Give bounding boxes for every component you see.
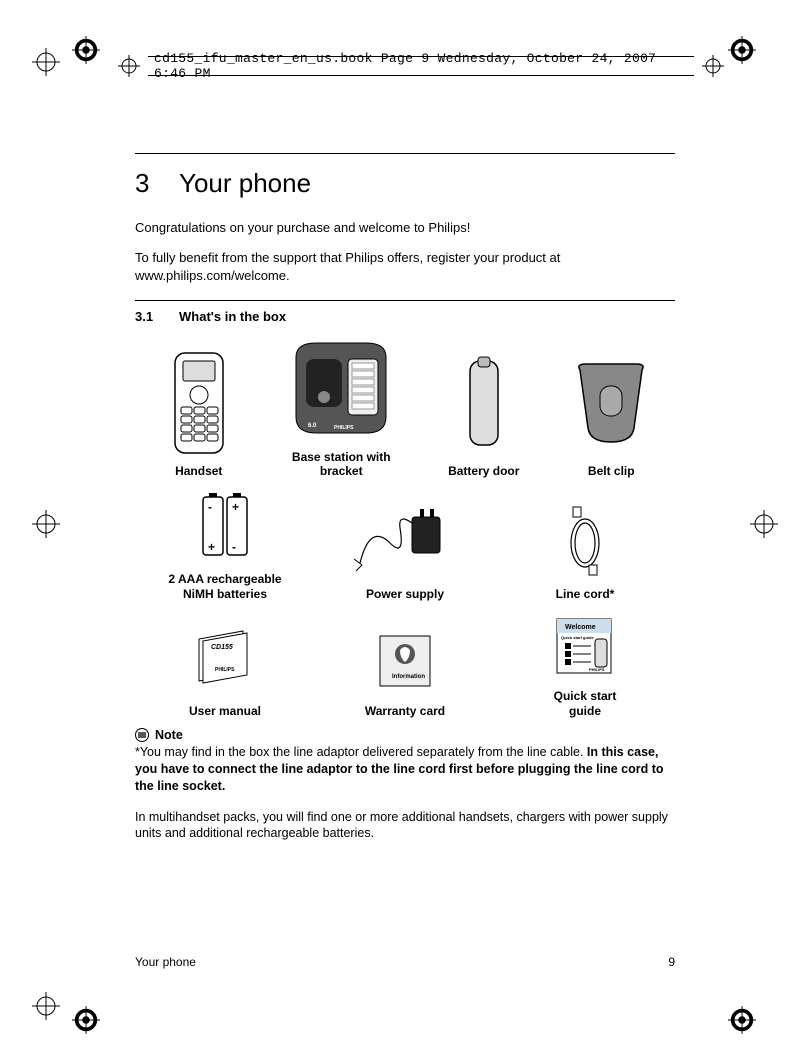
svg-text:-: - xyxy=(232,540,236,554)
warranty-card-icon: Information xyxy=(325,624,485,698)
registration-mark-br xyxy=(728,1006,756,1034)
battery-door-icon xyxy=(429,348,539,458)
note-text-plain: *You may find in the box the line adapto… xyxy=(135,745,587,759)
item-label: bracket xyxy=(271,464,411,478)
file-info-text: cd155_ifu_master_en_us.book Page 9 Wedne… xyxy=(148,56,694,76)
page-content: 3Your phone Congratulations on your purc… xyxy=(135,153,675,842)
section-heading: 3.1What's in the box xyxy=(135,309,675,324)
batteries-icon: - + + - xyxy=(145,486,305,566)
crop-cross-icon xyxy=(750,510,778,538)
chapter-title: 3Your phone xyxy=(135,168,675,199)
item-label: Power supply xyxy=(325,587,485,601)
chapter-number: 3 xyxy=(135,168,179,199)
item-label: Handset xyxy=(144,464,254,478)
item-label: Quick start xyxy=(505,689,665,703)
item-label: Base station with xyxy=(271,450,411,464)
crop-cross-icon xyxy=(32,510,60,538)
user-manual-icon: CD155 PHILIPS xyxy=(145,624,305,698)
intro-block: Congratulations on your purchase and wel… xyxy=(135,219,675,286)
line-cord-icon xyxy=(505,501,665,581)
note-icon xyxy=(135,728,149,742)
file-info-bar: cd155_ifu_master_en_us.book Page 9 Wedne… xyxy=(118,52,724,80)
note-body: *You may find in the box the line adapto… xyxy=(135,744,675,795)
section-rule xyxy=(135,300,675,301)
base-station-icon: 6.0 PHILIPS xyxy=(271,334,411,444)
handset-icon xyxy=(144,348,254,458)
box-items-row-1: Handset 6.0 PHILIPS xyxy=(135,334,675,479)
box-items-row-3: CD155 PHILIPS User manual Information Wa… xyxy=(135,609,675,718)
crop-cross-icon xyxy=(32,48,60,76)
svg-text:Quick start guide: Quick start guide xyxy=(561,635,594,640)
page-footer: Your phone 9 xyxy=(135,955,675,969)
item-label: NiMH batteries xyxy=(145,587,305,601)
top-rule xyxy=(135,153,675,154)
footer-section-name: Your phone xyxy=(135,955,196,969)
item-label: guide xyxy=(505,704,665,718)
svg-text:6.0: 6.0 xyxy=(308,423,317,429)
item-label: User manual xyxy=(145,704,305,718)
registration-mark-tl xyxy=(72,36,100,64)
svg-text:+: + xyxy=(208,540,215,554)
multihandset-paragraph: In multihandset packs, you will find one… xyxy=(135,809,675,843)
section-title: What's in the box xyxy=(179,309,286,324)
registration-mark-bl xyxy=(72,1006,100,1034)
svg-text:+: + xyxy=(232,500,239,514)
svg-text:-: - xyxy=(208,500,212,514)
box-items-row-2: - + + - 2 AAA rechargeable NiMH batterie… xyxy=(135,486,675,601)
intro-line-2: To fully benefit from the support that P… xyxy=(135,249,675,285)
svg-text:CD155: CD155 xyxy=(211,644,233,651)
intro-line-1: Congratulations on your purchase and wel… xyxy=(135,219,675,237)
footer-page-number: 9 xyxy=(668,955,675,969)
item-label: Warranty card xyxy=(325,704,485,718)
note-heading: Note xyxy=(135,728,675,742)
svg-text:PHILIPS: PHILIPS xyxy=(215,667,235,673)
note-label: Note xyxy=(155,728,183,742)
item-label: Line cord* xyxy=(505,587,665,601)
power-supply-icon xyxy=(325,501,485,581)
crop-cross-icon xyxy=(32,992,60,1020)
belt-clip-icon xyxy=(556,348,666,458)
chapter-name: Your phone xyxy=(179,168,311,198)
svg-text:PHILIPS: PHILIPS xyxy=(589,667,605,672)
section-number: 3.1 xyxy=(135,309,179,324)
svg-text:Welcome: Welcome xyxy=(565,624,596,631)
quick-start-guide-icon: Welcome Quick start guide PHILIPS xyxy=(505,609,665,683)
svg-text:PHILIPS: PHILIPS xyxy=(334,425,354,431)
registration-mark-tr xyxy=(728,36,756,64)
item-label: 2 AAA rechargeable xyxy=(145,572,305,586)
item-label: Battery door xyxy=(429,464,539,478)
item-label: Belt clip xyxy=(556,464,666,478)
svg-text:Information: Information xyxy=(392,674,425,680)
